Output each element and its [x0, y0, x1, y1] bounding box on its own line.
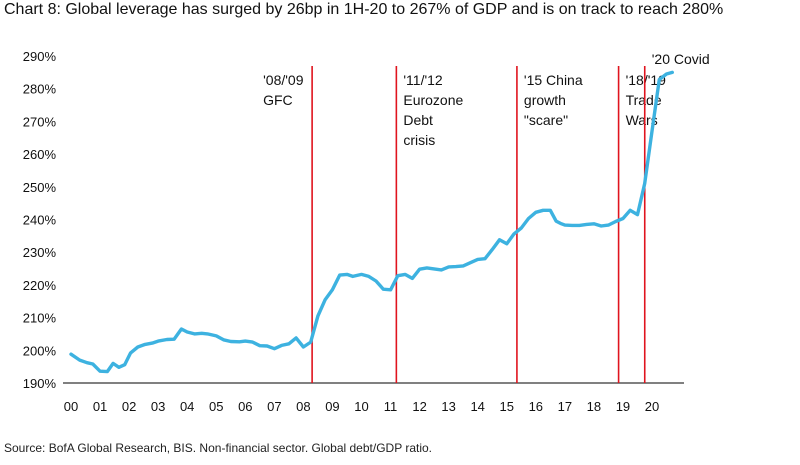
x-tick-label: 18: [587, 399, 601, 414]
x-tick-label: 05: [209, 399, 223, 414]
x-tick-label: 20: [645, 399, 659, 414]
chart-title: Chart 8: Global leverage has surged by 2…: [4, 1, 724, 18]
x-tick-label: 19: [616, 399, 630, 414]
x-tick-label: 11: [384, 399, 398, 414]
x-tick-label: 12: [412, 399, 426, 414]
x-tick-label: 08: [296, 399, 310, 414]
event-label: crisis: [403, 132, 435, 148]
y-tick-label: 230%: [23, 245, 57, 260]
y-tick-label: 260%: [23, 147, 57, 162]
x-tick-label: 17: [558, 399, 572, 414]
y-tick-label: 220%: [23, 278, 57, 293]
x-tick-label: 16: [529, 399, 543, 414]
y-tick-label: 270%: [23, 114, 57, 129]
source-note: Source: BofA Global Research, BIS. Non-f…: [4, 441, 432, 455]
event-label: Debt: [403, 112, 433, 128]
x-tick-label: 00: [64, 399, 78, 414]
event-label: '15 China: [524, 72, 583, 88]
x-axis-ticks: 00 01 02 03 04 05 06 07 08 09 10 11 12 13 14 15 16 17 18 19…: [64, 399, 659, 414]
y-tick-label: 240%: [23, 213, 57, 228]
event-label: '20 Covid: [652, 51, 710, 67]
x-tick-label: 02: [122, 399, 136, 414]
x-tick-label: 01: [93, 399, 107, 414]
y-tick-label: 290%: [23, 49, 57, 64]
event-label: Eurozone: [403, 92, 463, 108]
event-label: growth: [524, 92, 566, 108]
event-label: GFC: [263, 92, 293, 108]
event-label: Wars: [626, 112, 658, 128]
x-tick-label: 06: [238, 399, 252, 414]
x-tick-label: 13: [441, 399, 455, 414]
y-tick-label: 280%: [23, 82, 57, 97]
y-tick-label: 200%: [23, 343, 57, 358]
event-label: Trade: [626, 92, 662, 108]
x-tick-label: 07: [267, 399, 281, 414]
x-tick-label: 03: [151, 399, 165, 414]
y-tick-label: 190%: [23, 376, 57, 391]
y-tick-label: 210%: [23, 311, 57, 326]
event-label: "scare": [524, 112, 568, 128]
global-debt-gdp-line: [69, 70, 674, 374]
y-axis-ticks: 190% 200% 210% 220% 230% 240% 250% 260% 270% 280%…: [23, 49, 57, 391]
x-tick-label: 04: [180, 399, 194, 414]
event-markers: '08/'09 GFC '11/'12 Eurozone Debt crisis '15 C…: [263, 51, 710, 383]
x-tick-label: 14: [470, 399, 484, 414]
x-tick-label: 09: [325, 399, 339, 414]
event-label: '11/'12: [403, 72, 443, 88]
event-label: '08/'09: [263, 72, 304, 88]
x-tick-label: 10: [354, 399, 368, 414]
y-tick-label: 250%: [23, 180, 57, 195]
event-label: '18/'19: [626, 72, 667, 88]
line-chart: 190% 200% 210% 220% 230% 240% 250% 260% 270% 280%…: [23, 49, 710, 414]
x-tick-label: 15: [500, 399, 514, 414]
